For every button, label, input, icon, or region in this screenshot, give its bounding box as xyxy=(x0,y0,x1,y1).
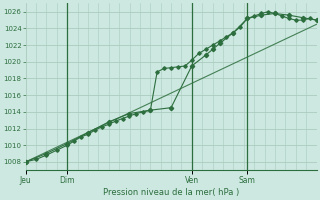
X-axis label: Pression niveau de la mer( hPa ): Pression niveau de la mer( hPa ) xyxy=(103,188,239,197)
